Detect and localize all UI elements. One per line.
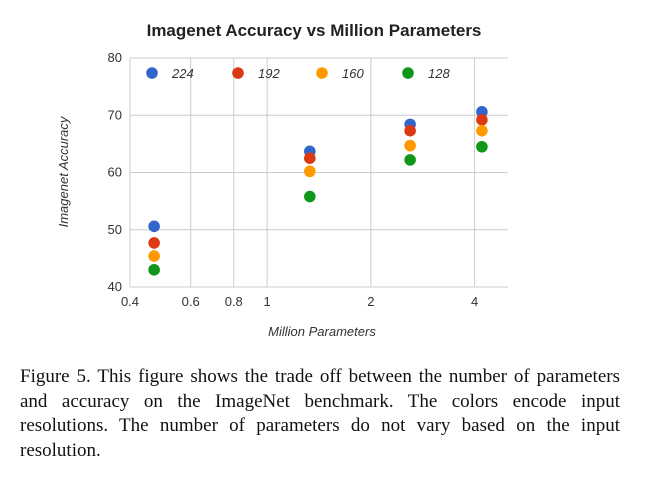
point-series-224-3 [476, 106, 488, 118]
point-series-192-0 [148, 237, 160, 249]
data-points [148, 106, 488, 276]
y-axis-label: Imagenet Accuracy [56, 115, 71, 227]
legend-marker-128 [402, 67, 414, 79]
legend-label-224: 224 [171, 66, 194, 81]
x-tick-label: 0.6 [182, 294, 200, 309]
point-series-160-2 [404, 139, 416, 152]
point-series-192-2 [404, 124, 416, 137]
x-tick-label: 2 [367, 294, 374, 309]
point-series-192-3 [476, 114, 488, 126]
x-axis-label: Million Parameters [268, 324, 376, 339]
point-series-160-0 [148, 250, 160, 262]
x-tick-label: 0.4 [121, 294, 139, 309]
point-series-128-3 [476, 140, 488, 153]
x-tick-label: 0.8 [225, 294, 243, 309]
legend-label-192: 192 [258, 66, 280, 81]
legend-marker-160 [316, 67, 328, 79]
point-series-128-2 [404, 154, 416, 166]
point-series-128-1 [304, 190, 316, 203]
point-series-224-0 [148, 220, 160, 233]
y-tick-label: 80 [108, 50, 122, 65]
scatter-chart: Imagenet Accuracy vs Million Parameters … [56, 21, 508, 339]
y-tick-label: 40 [108, 279, 122, 294]
point-series-160-3 [476, 124, 488, 137]
legend-label-128: 128 [428, 66, 450, 81]
x-tick-label: 4 [471, 294, 478, 309]
figure-caption: Figure 5. This figure shows the trade of… [20, 366, 620, 461]
point-series-128-0 [148, 264, 160, 276]
y-gridlines [130, 57, 508, 288]
chart-title: Imagenet Accuracy vs Million Parameters [147, 21, 482, 40]
point-series-192-1 [304, 152, 316, 164]
legend-label-160: 160 [342, 66, 364, 81]
legend: 224 192 160 128 [146, 66, 450, 81]
point-series-160-1 [304, 165, 316, 178]
x-tick-label: 1 [264, 294, 271, 309]
x-tick-labels: 0.4 0.6 0.8 1 2 4 [121, 294, 478, 309]
y-tick-label: 50 [108, 222, 122, 237]
legend-marker-224 [146, 67, 158, 79]
y-tick-label: 70 [108, 107, 122, 122]
y-tick-label: 60 [108, 165, 122, 180]
y-tick-labels: 40 50 60 70 80 [108, 50, 122, 294]
legend-marker-192 [232, 67, 244, 79]
